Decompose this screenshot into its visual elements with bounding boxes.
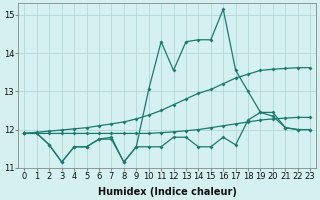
- X-axis label: Humidex (Indice chaleur): Humidex (Indice chaleur): [98, 187, 237, 197]
